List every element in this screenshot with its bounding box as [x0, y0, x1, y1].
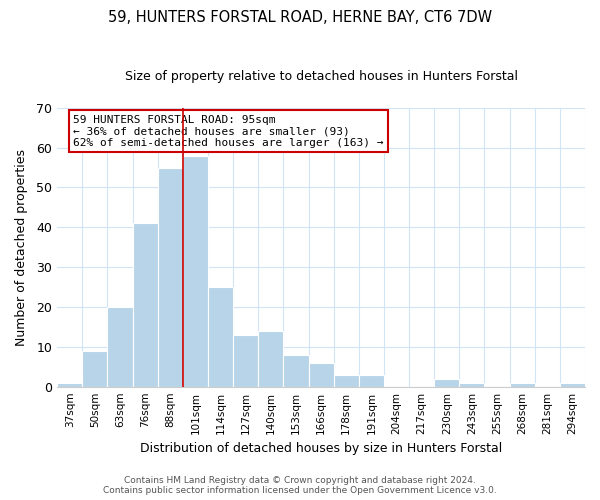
Bar: [208, 287, 233, 386]
Text: 59, HUNTERS FORSTAL ROAD, HERNE BAY, CT6 7DW: 59, HUNTERS FORSTAL ROAD, HERNE BAY, CT6…: [108, 10, 492, 25]
Bar: [359, 374, 384, 386]
Text: 59 HUNTERS FORSTAL ROAD: 95sqm
← 36% of detached houses are smaller (93)
62% of : 59 HUNTERS FORSTAL ROAD: 95sqm ← 36% of …: [73, 115, 383, 148]
Bar: [158, 168, 183, 386]
Bar: [308, 363, 334, 386]
Text: Contains HM Land Registry data © Crown copyright and database right 2024.
Contai: Contains HM Land Registry data © Crown c…: [103, 476, 497, 495]
Bar: [460, 382, 484, 386]
X-axis label: Distribution of detached houses by size in Hunters Forstal: Distribution of detached houses by size …: [140, 442, 502, 455]
Bar: [183, 156, 208, 386]
Bar: [133, 224, 158, 386]
Bar: [283, 355, 308, 386]
Bar: [82, 351, 107, 386]
Bar: [509, 382, 535, 386]
Bar: [258, 331, 283, 386]
Bar: [107, 307, 133, 386]
Y-axis label: Number of detached properties: Number of detached properties: [15, 148, 28, 346]
Bar: [434, 378, 460, 386]
Bar: [57, 382, 82, 386]
Title: Size of property relative to detached houses in Hunters Forstal: Size of property relative to detached ho…: [125, 70, 518, 83]
Bar: [334, 374, 359, 386]
Bar: [560, 382, 585, 386]
Bar: [233, 335, 258, 386]
